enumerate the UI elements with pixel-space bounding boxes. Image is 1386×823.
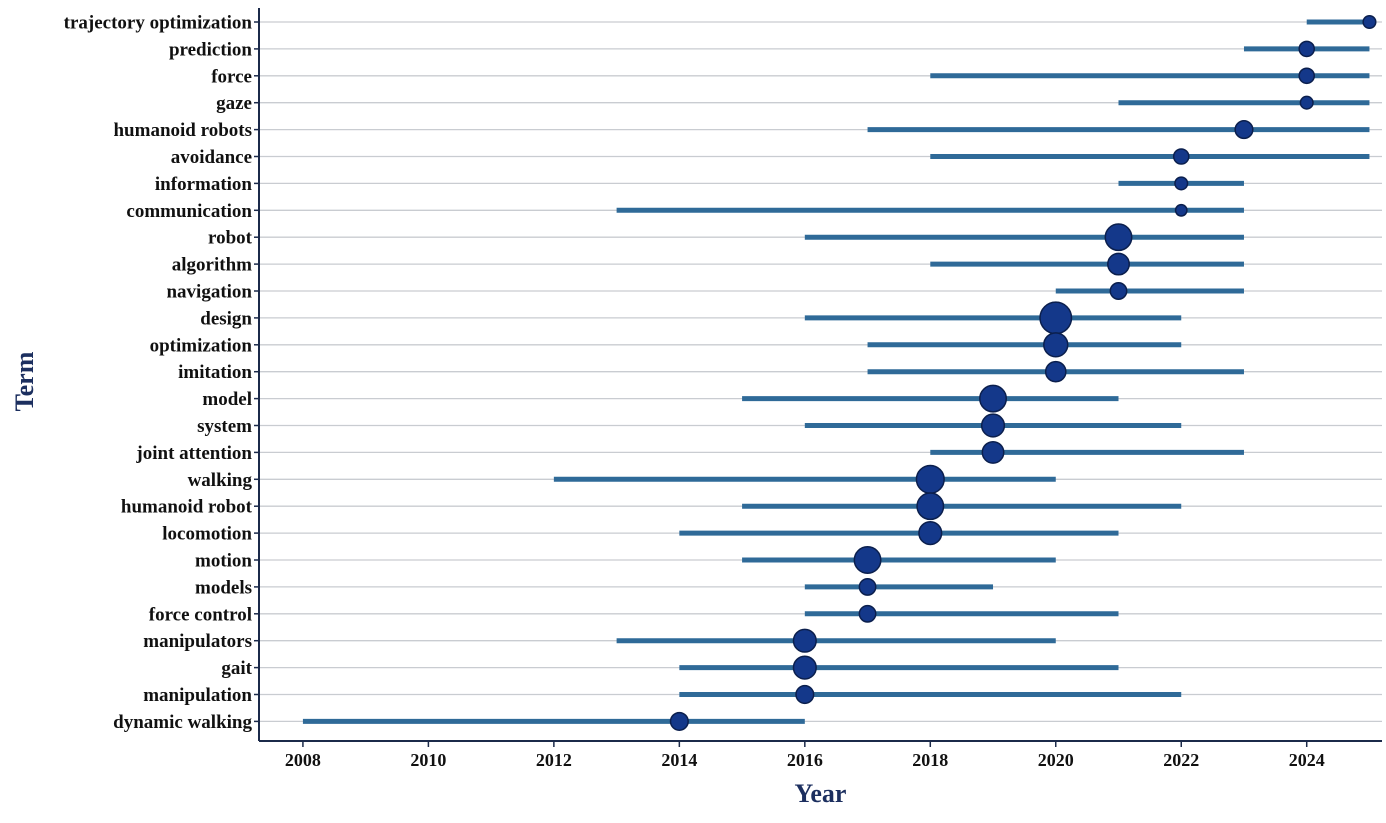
term-label-optimization: optimization <box>150 335 253 356</box>
x-tick-label-2020: 2020 <box>1038 750 1074 770</box>
peak-point-prediction <box>1298 40 1316 58</box>
peak-point-force-control <box>858 604 877 623</box>
term-label-gait: gait <box>221 658 252 679</box>
peak-point-avoidance <box>1172 148 1190 165</box>
peak-point-navigation <box>1109 282 1128 300</box>
x-tick-label-2024: 2024 <box>1289 750 1325 770</box>
peak-point-trajectory-optimization <box>1362 14 1377 30</box>
term-label-design: design <box>200 308 252 329</box>
term-label-manipulators: manipulators <box>143 631 252 652</box>
term-label-information: information <box>155 174 253 195</box>
term-label-models: models <box>195 577 252 598</box>
peak-point-gait <box>792 655 817 680</box>
peak-point-humanoid-robot <box>916 492 945 521</box>
peak-point-manipulators <box>792 628 817 653</box>
peak-point-communication <box>1174 203 1188 217</box>
x-tick-label-2018: 2018 <box>912 750 948 770</box>
peak-point-model <box>979 384 1008 413</box>
term-labels: trajectory optimization prediction force ga… <box>64 13 259 733</box>
term-label-locomotion: locomotion <box>162 524 252 545</box>
peak-point-locomotion <box>918 521 943 546</box>
x-tick-label-2008: 2008 <box>285 750 321 770</box>
x-tick-label-2014: 2014 <box>661 750 697 770</box>
peak-point-humanoid-robots <box>1234 120 1254 140</box>
peak-point-robot <box>1104 223 1133 252</box>
term-label-walking: walking <box>188 470 253 491</box>
term-label-prediction: prediction <box>169 39 252 60</box>
peak-point-optimization <box>1043 332 1069 358</box>
term-label-robot: robot <box>208 228 253 249</box>
peak-point-motion <box>853 546 882 574</box>
term-label-dynamic-walking: dynamic walking <box>113 712 252 733</box>
term-label-force-control: force control <box>149 604 252 625</box>
peak-point-manipulation <box>795 684 815 705</box>
peak-point-algorithm <box>1107 252 1130 276</box>
term-label-humanoid-robots: humanoid robots <box>113 120 252 141</box>
term-peaks <box>669 14 1377 731</box>
peak-point-joint-attention <box>981 440 1005 464</box>
peak-point-dynamic-walking <box>669 711 689 731</box>
peak-point-force <box>1298 67 1316 85</box>
term-label-trajectory-optimization: trajectory optimization <box>64 13 253 34</box>
term-label-avoidance: avoidance <box>171 147 252 168</box>
term-label-gaze: gaze <box>216 93 252 114</box>
term-label-force: force <box>211 66 252 87</box>
x-tick-label-2010: 2010 <box>410 750 446 770</box>
x-tick-label-2012: 2012 <box>536 750 572 770</box>
term-label-humanoid-robot: humanoid robot <box>121 497 253 518</box>
x-tick-label-2016: 2016 <box>787 750 823 770</box>
x-axis-title: Year <box>795 779 847 808</box>
peak-point-design <box>1039 301 1073 335</box>
y-axis-title: Term <box>10 351 39 411</box>
peak-point-gaze <box>1299 95 1314 110</box>
peak-point-information <box>1174 176 1189 191</box>
term-label-system: system <box>197 416 252 437</box>
term-label-motion: motion <box>195 551 252 572</box>
term-label-model: model <box>202 389 252 410</box>
peak-point-system <box>980 413 1006 438</box>
term-label-navigation: navigation <box>166 282 252 303</box>
term-ranges <box>302 19 1370 724</box>
peak-point-walking <box>915 464 945 494</box>
term-label-joint-attention: joint attention <box>135 443 252 464</box>
term-label-imitation: imitation <box>178 362 252 383</box>
peak-point-models <box>858 577 877 596</box>
x-axis-ticks: 2008 2010 2012 2014 2016 2018 2020 2022 2024 <box>285 741 1325 770</box>
term-label-algorithm: algorithm <box>172 255 252 276</box>
term-label-communication: communication <box>126 201 252 222</box>
x-tick-label-2022: 2022 <box>1163 750 1199 770</box>
axes <box>258 8 1382 742</box>
peak-point-imitation <box>1044 360 1067 383</box>
term-label-manipulation: manipulation <box>143 685 252 706</box>
